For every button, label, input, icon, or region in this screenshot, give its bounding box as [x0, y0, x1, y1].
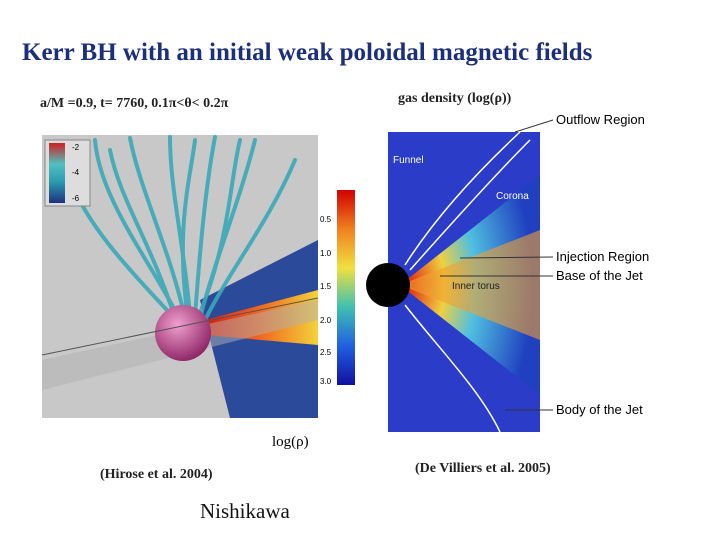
- colorbar-label: 1.5: [320, 282, 332, 291]
- left-credit: (Hirose et al. 2004): [100, 467, 213, 482]
- corona-label: Corona: [496, 191, 529, 202]
- colorbar-title: log(ρ): [272, 434, 309, 450]
- right-image: Funnel Corona Inner torus: [366, 131, 540, 433]
- colorbar-label: 0.5: [320, 215, 332, 224]
- body-label: Body of the Jet: [556, 402, 643, 417]
- colorbar-label: 2.5: [320, 348, 332, 357]
- colorbar-label: 1.0: [320, 249, 332, 258]
- injection-label: Injection Region: [556, 249, 649, 264]
- torus-label: Inner torus: [452, 281, 500, 292]
- author: Nishikawa: [200, 499, 290, 523]
- slide-title: Kerr BH with an initial weak poloidal ma…: [22, 39, 593, 66]
- base-label: Base of the Jet: [556, 268, 643, 283]
- outflow-label: Outflow Region: [556, 112, 645, 127]
- inset-colorbar-label: -4: [72, 168, 80, 177]
- colorbar-label: 3.0: [320, 377, 332, 386]
- right-caption: gas density (log(ρ)): [398, 91, 512, 106]
- left-caption: a/M =0.9, t= 7760, 0.1π<θ< 0.2π: [40, 96, 229, 111]
- colorbar: 0.5 1.0 1.5 2.0 2.5 3.0: [320, 190, 355, 386]
- leader-lines: [440, 119, 554, 411]
- right-credit: (De Villiers et al. 2005): [415, 461, 551, 476]
- left-image: -2 -4 -6: [41, 135, 319, 418]
- colorbar-label: 2.0: [320, 316, 332, 325]
- funnel-label: Funnel: [393, 155, 424, 166]
- inset-colorbar-label: -6: [72, 194, 80, 203]
- inset-colorbar-label: -2: [72, 143, 80, 152]
